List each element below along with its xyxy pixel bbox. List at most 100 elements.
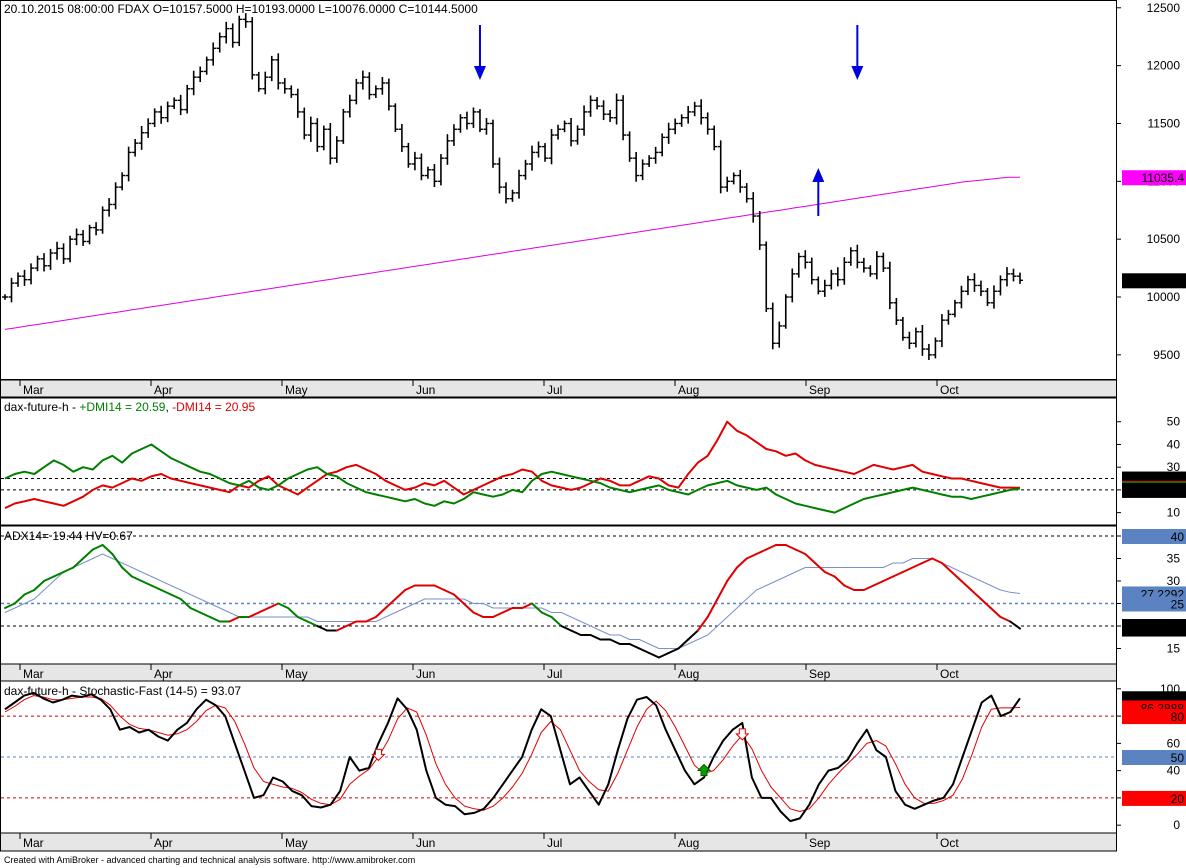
price-axis-tick-label: 12500 <box>1147 1 1181 15</box>
adx-line-segment <box>823 571 836 578</box>
price-value-badge <box>1122 273 1186 289</box>
adx-line-segment <box>609 638 621 645</box>
month-label: May <box>285 836 308 850</box>
adx-line-segment <box>267 602 280 609</box>
adx-line-segment <box>755 548 768 555</box>
stoch-value-badge-label: 80 <box>1171 710 1185 724</box>
adx-line-segment <box>296 616 309 623</box>
plus-dmi-line <box>4 443 1021 514</box>
stoch-value-badge-label: 50 <box>1171 751 1185 765</box>
adx-line-segment <box>979 598 992 609</box>
adx-value-badge-label: 25 <box>1171 598 1185 612</box>
stoch-fast-line <box>4 691 1021 823</box>
adx-line-segment <box>277 602 290 609</box>
stoch-series-group <box>1 691 1116 823</box>
dmi-value-badge <box>1122 482 1186 498</box>
price-series-group <box>2 13 1023 360</box>
adx-series-group <box>1 535 1116 659</box>
adx-line-segment <box>950 571 963 582</box>
adx-line-segment <box>638 647 651 654</box>
adx-line-segment <box>179 598 192 609</box>
adx-line-segment <box>940 562 953 573</box>
adx-value-badge-label: 40 <box>1171 530 1185 544</box>
price-axis-tick-label: 11500 <box>1148 116 1181 130</box>
adx-line-segment <box>560 625 573 632</box>
adx-value-badge <box>1122 596 1186 612</box>
price-axis-tick-label: 10000 <box>1147 290 1181 304</box>
price-pane-frame <box>0 0 1117 380</box>
price-value-badge <box>1122 170 1186 186</box>
dmi-axis-tick-label: 40 <box>1167 437 1181 451</box>
adx-line-segment <box>140 580 153 587</box>
adx-line-segment <box>677 638 690 650</box>
dmi-axis-tick-label: 30 <box>1167 460 1181 474</box>
price-pane-title: 20.10.2015 08:00:00 FDAX O=10157.5000 H=… <box>4 2 478 16</box>
month-label: Jun <box>416 836 435 850</box>
adx-value-badge-label: 19.4354 <box>1141 623 1185 637</box>
adx-line-segment <box>257 607 270 614</box>
adx-line-segment <box>999 616 1012 623</box>
adx-axis-tick-label: 15 <box>1167 642 1181 656</box>
price-axis-tick-label: 12000 <box>1147 59 1181 73</box>
adx-line-segment <box>833 575 846 587</box>
adx-line-segment <box>804 553 817 564</box>
adx-line-segment <box>472 611 485 618</box>
adx-line-segment <box>1009 620 1021 630</box>
stoch-value-badge-label: 20 <box>1171 792 1185 806</box>
stoch-value-badge <box>1122 709 1186 725</box>
dmi-value-badge-label: 20 <box>1171 484 1185 498</box>
adx-line-segment <box>970 589 982 600</box>
adx-line-segment <box>433 584 446 591</box>
adx-line-segment <box>160 589 172 596</box>
adx-line-segment <box>794 548 807 555</box>
price-date-axis <box>0 379 1117 398</box>
footer-credit: Created with AmiBroker - advanced charti… <box>4 855 416 865</box>
adx-line-segment <box>491 611 504 618</box>
month-labels-group: Mar Apr May Jun Jul Aug Sep Oct Mar Apr May Jun Jul A… <box>19 380 959 850</box>
adx-pane-title: ADX14= 19.44 HV=0.67 <box>4 529 133 543</box>
adx-line-segment <box>394 589 407 600</box>
adx-line-segment <box>316 625 329 632</box>
adx-line-segment <box>335 625 348 632</box>
dmi-pane-frame <box>0 397 1117 526</box>
adx-line-segment <box>521 602 534 609</box>
adx-line-segment <box>911 562 924 569</box>
adx-line-segment <box>531 602 543 614</box>
down-arrow-icon <box>851 66 864 80</box>
adx-line-segment <box>657 652 670 659</box>
adx-line-segment <box>892 571 904 578</box>
adx-line-segment <box>501 607 514 614</box>
adx-line-segment <box>628 643 641 650</box>
month-label: Aug <box>678 383 699 397</box>
adx-line-segment <box>247 611 260 618</box>
adx-line-segment <box>589 634 602 641</box>
adx-line-segment <box>43 575 55 582</box>
adx-line-segment <box>696 616 709 632</box>
month-label: Aug <box>678 836 699 850</box>
adx-line-segment <box>228 616 241 623</box>
month-label: Apr <box>154 667 173 681</box>
adx-line-segment <box>921 557 934 564</box>
month-label: May <box>285 383 308 397</box>
adx-line-segment <box>208 616 221 623</box>
month-label: May <box>285 667 308 681</box>
adx-line-segment <box>13 593 26 605</box>
adx-line-segment <box>784 544 797 551</box>
adx-line-segment <box>989 607 1002 618</box>
price-axis-tick-label: 9500 <box>1153 348 1180 362</box>
adx-line-segment <box>23 589 36 596</box>
adx-line-segment <box>814 562 826 573</box>
adx-line-segment <box>384 598 397 609</box>
month-label: Mar <box>23 383 44 397</box>
month-label: Mar <box>23 836 44 850</box>
stoch-pane-title: dax-future-h - Stochastic-Fast (14-5) = … <box>4 684 241 698</box>
adx-line-segment <box>843 584 856 591</box>
adx-line-segment <box>570 629 582 636</box>
month-label: Aug <box>678 667 699 681</box>
adx-line-segment <box>706 598 719 618</box>
stoch-axis-tick-label: 0 <box>1173 818 1180 832</box>
month-label: Sep <box>809 383 831 397</box>
month-label: Sep <box>809 667 831 681</box>
dmi-series-group <box>1 420 1116 514</box>
